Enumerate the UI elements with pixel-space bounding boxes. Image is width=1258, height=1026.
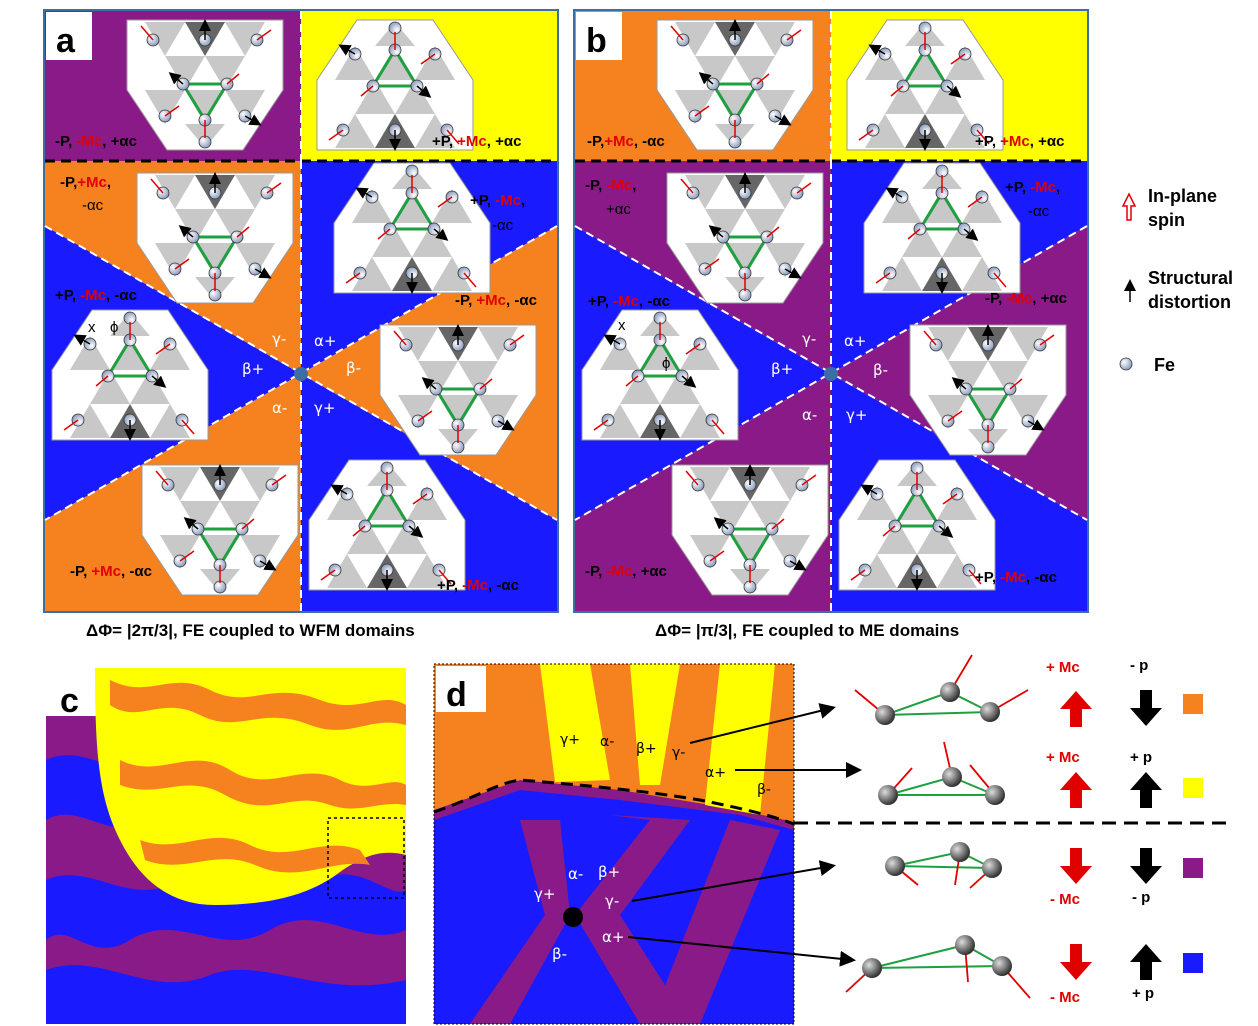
key-p-1: + p xyxy=(1130,749,1152,766)
panel-b: b -P,+Mc, -αc +P, +Mc, +αc -P, -Mc, +αc … xyxy=(573,9,1089,640)
d-greek-bottom-0: α- xyxy=(568,865,583,883)
b-label-0: -P,+Mc, -αc xyxy=(587,133,665,150)
panel-letter-a: a xyxy=(56,22,76,60)
b-greek-3: β- xyxy=(873,361,888,379)
key-m-0: + Mc xyxy=(1046,659,1080,676)
key: + Mc - p + Mc + p - Mc - p xyxy=(845,654,1203,1006)
key-p-0: - p xyxy=(1130,657,1148,674)
b-label-4: +P, -Mc, -αc xyxy=(588,293,670,310)
b-greek-4: α- xyxy=(802,406,817,424)
legend-spin: In-plane xyxy=(1148,186,1217,206)
legend-fe: Fe xyxy=(1154,355,1175,375)
a-angle-phi: ϕ xyxy=(110,319,118,336)
a-label-3-alpha: -αc xyxy=(492,217,514,234)
d-greek-bottom-5: α+ xyxy=(602,928,624,946)
b-label-5: -P, -Mc, +αc xyxy=(985,290,1067,307)
d-greek-top-4: α+ xyxy=(705,765,726,781)
panel-letter-c: c xyxy=(60,682,79,720)
panel-a: a -P, -Mc, +αc +P, +Mc, +αc -P,+Mc, -αc … xyxy=(43,9,559,640)
caption-b: ΔΦ= |π/3|, FE coupled to ME domains xyxy=(655,621,959,640)
a-label-6: -P, +Mc, -αc xyxy=(70,563,152,580)
d-greek-bottom-1: β+ xyxy=(598,863,620,881)
key-m-1: + Mc xyxy=(1046,749,1080,766)
b-label-7: +P, -Mc, -αc xyxy=(975,569,1057,586)
d-greek-bottom-2: γ+ xyxy=(534,885,555,903)
b-greek-1: α+ xyxy=(844,332,866,350)
b-label-3: +P, -Mc, xyxy=(1005,179,1060,196)
a-label-1: +P, +Mc, +αc xyxy=(432,133,521,150)
panel-letter-b: b xyxy=(586,22,607,60)
key-p-2: - p xyxy=(1132,889,1150,906)
a-label-7: +P, -Mc, -αc xyxy=(437,577,519,594)
a-greek-1: α+ xyxy=(314,332,336,350)
a-greek-5: γ+ xyxy=(314,399,335,417)
legend-struct: Structural xyxy=(1148,268,1233,288)
caption-a: ΔΦ= |2π/3|, FE coupled to WFM domains xyxy=(86,621,415,640)
b-label-1: +P, +Mc, +αc xyxy=(975,133,1064,150)
d-greek-bottom-4: β- xyxy=(552,945,567,963)
b-label-2-alpha: +αc xyxy=(606,201,631,218)
a-greek-4: α- xyxy=(272,399,287,417)
a-label-3: +P, -Mc, xyxy=(470,192,525,209)
b-label-6: -P, -Mc, +αc xyxy=(585,563,667,580)
fe-atom-icon xyxy=(1119,357,1133,371)
a-greek-0: γ- xyxy=(272,330,286,348)
b-angle-phi: ϕ xyxy=(662,355,670,372)
a-label-4: +P, -Mc, -αc xyxy=(55,287,137,304)
d-greek-top-3: γ- xyxy=(672,745,685,761)
key-m-2: - Mc xyxy=(1050,891,1080,908)
key-m-3: - Mc xyxy=(1050,989,1080,1006)
spin-arrow-icon xyxy=(1121,192,1137,221)
a-label-2-alpha: -αc xyxy=(82,197,104,214)
a-greek-3: β- xyxy=(346,359,361,377)
key-row-2: - Mc - p xyxy=(885,842,1203,908)
b-angle-x: x xyxy=(618,317,626,334)
d-greek-top-2: β+ xyxy=(636,741,657,757)
a-label-0: -P, -Mc, +αc xyxy=(55,133,137,150)
d-greek-top-5: β- xyxy=(757,782,771,798)
key-row-0: + Mc - p xyxy=(854,654,1203,727)
a-angle-x: x xyxy=(88,319,96,336)
d-greek-top-1: α- xyxy=(600,734,614,750)
a-label-5: -P, +Mc, -αc xyxy=(455,292,537,309)
b-greek-2: β+ xyxy=(771,360,793,378)
key-row-3: - Mc + p xyxy=(845,935,1203,1006)
a-greek-2: β+ xyxy=(242,360,264,378)
a-label-2: -P,+Mc, xyxy=(60,174,111,191)
panel-c: c xyxy=(46,668,406,1024)
d-greek-bottom-3: γ- xyxy=(605,892,619,910)
b-label-3-alpha: -αc xyxy=(1028,203,1050,220)
b-greek-5: γ+ xyxy=(846,406,867,424)
legend: In-plane spin Structural distortion Fe xyxy=(1119,186,1233,375)
key-row-1: + Mc + p xyxy=(878,741,1203,808)
legend-struct-2: distortion xyxy=(1148,292,1231,312)
panel-letter-d: d xyxy=(446,676,467,714)
b-label-2: -P, -Mc, xyxy=(585,177,636,194)
key-p-3: + p xyxy=(1132,985,1154,1002)
legend-spin-2: spin xyxy=(1148,210,1185,230)
panel-d: d γ+ α- β+ γ- α+ β- α- β+ γ+ γ- β- α+ xyxy=(433,663,862,1025)
d-greek-top-0: γ+ xyxy=(560,732,580,748)
b-greek-0: γ- xyxy=(802,330,816,348)
